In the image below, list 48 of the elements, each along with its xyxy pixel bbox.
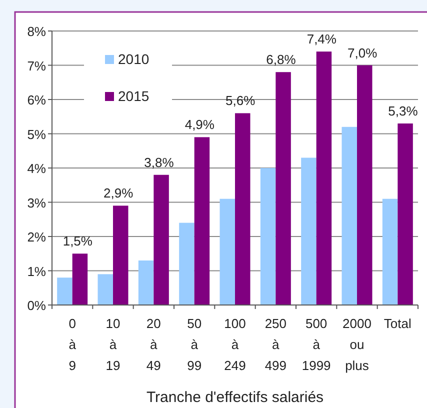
data-label: 7,4% xyxy=(306,32,337,47)
bar xyxy=(357,65,372,305)
data-label: 3,8% xyxy=(144,154,174,170)
bar xyxy=(154,174,169,305)
data-label: 2,9% xyxy=(104,186,134,201)
y-tick-label: 7% xyxy=(27,58,46,74)
x-tick-label: 50 à 99 xyxy=(187,316,202,373)
data-label: 6,8% xyxy=(266,52,296,68)
bar xyxy=(179,222,194,305)
data-label: 5,3% xyxy=(388,103,418,118)
y-tick-label: 1% xyxy=(27,264,46,279)
bar xyxy=(57,278,72,305)
y-tick-label: 3% xyxy=(27,195,46,210)
x-tick-label: 20 à 49 xyxy=(146,316,161,373)
bar xyxy=(220,198,235,305)
x-axis-title: Tranche d'effectifs salariés xyxy=(146,389,324,406)
y-tick-label: 5% xyxy=(27,126,46,142)
bar xyxy=(72,254,88,305)
bar xyxy=(235,113,250,305)
bar xyxy=(113,206,128,305)
bar xyxy=(382,198,398,305)
y-tick-label: 4% xyxy=(27,161,46,176)
x-tick-label: 2000 ou plus xyxy=(342,316,372,373)
bar xyxy=(194,137,210,305)
data-label: 7,0% xyxy=(348,45,378,60)
data-label: 4,9% xyxy=(184,117,215,132)
legend-label: 2015 xyxy=(118,88,150,104)
y-tick-label: 6% xyxy=(27,92,46,108)
bar xyxy=(316,52,332,305)
x-tick-label: Total xyxy=(384,316,412,331)
x-tick-label: 10 à 19 xyxy=(106,316,120,373)
data-label: 1,5% xyxy=(62,234,93,249)
bar xyxy=(301,158,316,305)
x-tick-label: 100 à 249 xyxy=(224,316,246,373)
x-tick-label: 0 à 9 xyxy=(68,316,77,373)
bar xyxy=(276,72,291,305)
bar xyxy=(398,123,413,305)
x-tick-label: 500 à 1999 xyxy=(302,316,331,373)
bar xyxy=(342,126,357,305)
y-tick-label: 8% xyxy=(27,24,46,39)
bar xyxy=(260,168,276,305)
x-tick-label: 250 à 499 xyxy=(264,316,287,373)
y-tick-label: 0% xyxy=(27,298,46,313)
legend-label: 2010 xyxy=(118,51,150,67)
y-tick-label: 2% xyxy=(27,230,46,244)
data-label: 5,6% xyxy=(226,93,256,108)
bar xyxy=(138,260,154,305)
bar xyxy=(98,274,113,305)
